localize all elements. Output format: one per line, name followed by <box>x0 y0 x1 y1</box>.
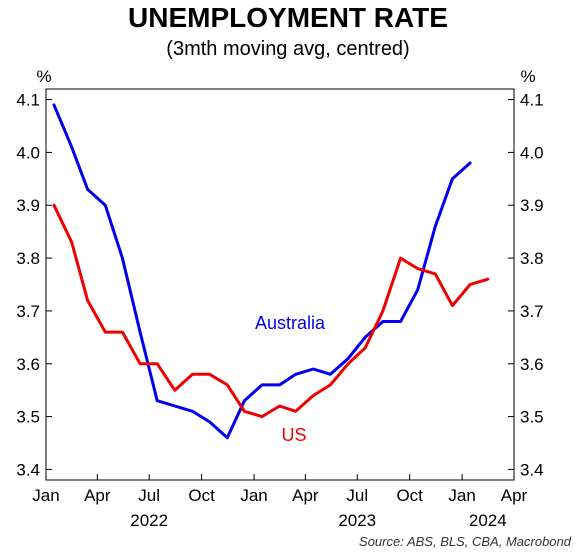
x-tick-label: Jan <box>448 486 475 505</box>
y-tick-label-right: 4.0 <box>520 143 544 162</box>
left-axis-unit: % <box>36 67 51 86</box>
y-tick-label-left: 3.6 <box>16 355 40 374</box>
x-tick-label: Jul <box>346 486 368 505</box>
x-tick-label: Jul <box>138 486 160 505</box>
x-axis: Jan Apr Jul Oct Jan Apr Jul Oct Jan Apr 2022 2023 20… <box>32 474 528 530</box>
source-note: Source: ABS, BLS, CBA, Macrobond <box>359 534 572 549</box>
chart-title: UNEMPLOYMENT RATE <box>128 2 448 33</box>
x-year-label: 2022 <box>130 511 168 530</box>
y-tick-label-right: 3.9 <box>520 196 544 215</box>
x-tick-label: Oct <box>396 486 423 505</box>
series-line-australia <box>52 103 472 440</box>
x-year-label: 2023 <box>338 511 376 530</box>
y-tick-label-right: 3.4 <box>520 460 544 479</box>
x-tick-label: Apr <box>84 486 111 505</box>
y-tick-label-left: 3.8 <box>16 249 40 268</box>
x-tick-label: Oct <box>188 486 215 505</box>
x-year-label: 2024 <box>469 511 507 530</box>
plot-frame <box>45 88 515 481</box>
series-label-us: US <box>281 425 306 445</box>
y-tick-label-right: 3.7 <box>520 302 544 321</box>
y-tick-label-left: 4.0 <box>16 143 40 162</box>
x-tick-label: Apr <box>501 486 528 505</box>
x-tick-label: Apr <box>292 486 319 505</box>
y-axis: 3.4 3.4 3.5 3.5 3.6 3.6 3.7 3.7 3.8 3.8 3.9 3.9 4.0 4… <box>16 91 543 480</box>
y-tick-label-right: 3.6 <box>520 355 544 374</box>
series-lines <box>52 103 490 440</box>
right-axis-unit: % <box>520 67 535 86</box>
x-tick-label: Jan <box>240 486 267 505</box>
y-tick-label-left: 4.1 <box>16 91 40 110</box>
y-tick-label-left: 3.7 <box>16 302 40 321</box>
y-tick-label-left: 3.4 <box>16 460 40 479</box>
y-tick-label-right: 4.1 <box>520 91 544 110</box>
chart-subtitle: (3mth moving avg, centred) <box>166 38 409 60</box>
y-tick-label-right: 3.8 <box>520 249 544 268</box>
x-tick-label: Jan <box>32 486 59 505</box>
series-line-us <box>52 203 490 419</box>
y-tick-label-left: 3.9 <box>16 196 40 215</box>
y-tick-label-right: 3.5 <box>520 408 544 427</box>
y-tick-label-left: 3.5 <box>16 408 40 427</box>
series-label-australia: Australia <box>255 313 326 333</box>
